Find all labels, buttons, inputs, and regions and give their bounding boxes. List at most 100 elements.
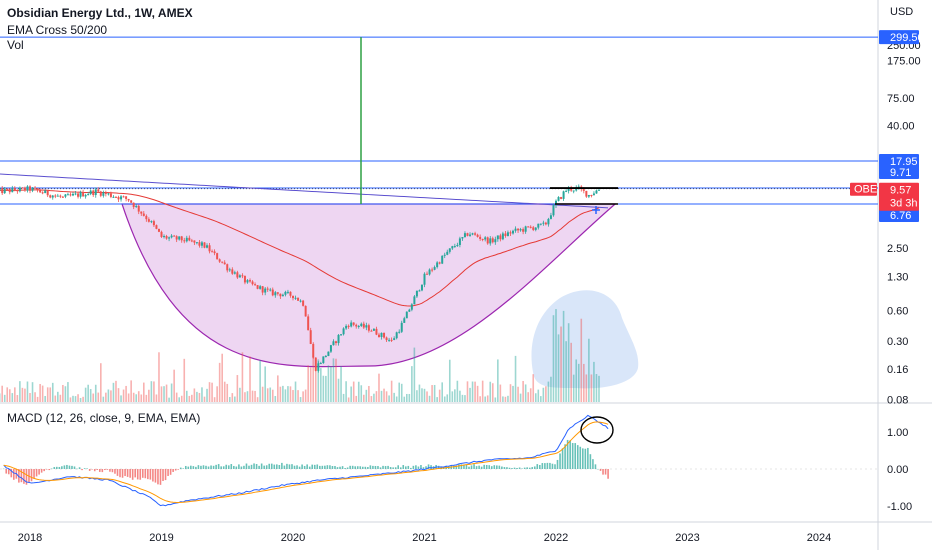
volume-bar <box>530 388 532 402</box>
candle-body <box>6 189 8 190</box>
candle-body <box>426 274 428 275</box>
candle-body <box>381 333 383 337</box>
indicator-label[interactable]: EMA Cross 50/200 <box>7 23 107 37</box>
volume-bar <box>381 391 383 402</box>
volume-bar <box>285 389 287 402</box>
macd-histogram-bar <box>574 443 576 469</box>
volume-bar <box>295 382 297 402</box>
macd-histogram-bar <box>61 466 63 469</box>
macd-histogram-bar <box>534 466 536 469</box>
candle-body <box>492 238 494 242</box>
macd-histogram-bar <box>248 466 250 469</box>
macd-histogram-bar <box>41 469 43 473</box>
volume-bar <box>264 366 266 402</box>
volume-bar <box>307 365 309 402</box>
candle-body <box>317 363 319 371</box>
macd-title[interactable]: MACD (12, 26, close, 9, EMA, EMA) <box>7 411 200 425</box>
candle-body <box>355 325 357 327</box>
volume-bar <box>350 387 352 402</box>
volume-bar <box>54 396 56 402</box>
macd-tick: -1.00 <box>887 501 912 513</box>
candle-body <box>67 194 69 195</box>
candle-body <box>320 363 322 364</box>
candle-body <box>272 290 274 296</box>
candle-body <box>105 192 107 194</box>
volume-bar <box>173 370 175 402</box>
candle-body <box>246 280 248 282</box>
volume-bar <box>168 398 170 402</box>
macd-histogram-bar <box>48 469 50 470</box>
volume-bar <box>237 375 239 402</box>
volume-bar <box>181 396 183 402</box>
macd-histogram-bar <box>531 467 533 469</box>
volume-bar <box>426 391 428 402</box>
volume-bar <box>338 379 340 402</box>
volume-bar <box>436 397 438 402</box>
volume-bar <box>464 395 466 402</box>
candle-body <box>295 298 297 299</box>
macd-histogram-bar <box>258 466 260 469</box>
volume-bar <box>510 384 512 402</box>
volume-bar <box>130 380 132 402</box>
volume-bar <box>242 352 244 402</box>
candle-body <box>469 235 471 236</box>
macd-histogram-bar <box>56 467 58 469</box>
macd-histogram-bar <box>385 466 387 469</box>
candle-body <box>173 236 175 237</box>
candle-body <box>489 238 491 243</box>
volume-bar <box>492 383 494 402</box>
volume-bar <box>424 389 426 402</box>
candle-body <box>21 188 23 189</box>
candle-body <box>297 298 299 301</box>
candle-body <box>120 196 122 199</box>
volume-bar <box>540 396 542 402</box>
macd-histogram-bar <box>84 468 86 469</box>
volume-bar <box>133 393 135 402</box>
volume-bar <box>191 395 193 402</box>
candle-body <box>279 294 281 296</box>
candle-body <box>221 262 223 263</box>
macd-histogram-bar <box>499 466 501 469</box>
candle-body <box>454 246 456 247</box>
volume-bar <box>553 315 555 402</box>
volume-bar <box>32 382 34 402</box>
macd-histogram-bar <box>223 466 225 469</box>
volume-bar <box>257 397 259 402</box>
candle-body <box>90 191 92 195</box>
price-tick: 175.00 <box>887 56 921 68</box>
price-tick: 0.16 <box>887 364 908 376</box>
volume-bar <box>434 385 436 402</box>
macd-histogram-bar <box>509 468 511 469</box>
volume-bar <box>108 389 110 402</box>
volume-label[interactable]: Vol <box>7 38 24 52</box>
macd-histogram-bar <box>94 469 96 471</box>
candle-body <box>466 233 468 236</box>
candle-body <box>590 195 592 196</box>
volume-bar <box>403 397 405 402</box>
candle-body <box>444 255 446 256</box>
candle-body <box>335 341 337 343</box>
candle-body <box>19 188 21 192</box>
volume-bar <box>252 391 254 402</box>
macd-histogram-bar <box>347 467 349 469</box>
macd-histogram-bar <box>43 469 45 471</box>
candle-body <box>201 242 203 245</box>
candle-body <box>441 256 443 264</box>
volume-bar <box>588 339 590 402</box>
candle-body <box>128 199 130 200</box>
macd-histogram-bar <box>488 465 490 469</box>
volume-bar <box>249 356 251 402</box>
candle-body <box>477 235 479 237</box>
macd-histogram-bar <box>38 469 40 475</box>
macd-histogram-bar <box>572 443 574 469</box>
volume-bar <box>267 388 269 402</box>
candle-body <box>284 292 286 295</box>
macd-histogram-bar <box>122 469 124 478</box>
volume-bar <box>186 391 188 402</box>
macd-histogram-bar <box>511 468 513 469</box>
macd-histogram-bar <box>109 469 111 472</box>
candle-body <box>312 344 314 358</box>
macd-histogram-bar <box>415 465 417 469</box>
currency-label: USD <box>890 6 913 18</box>
